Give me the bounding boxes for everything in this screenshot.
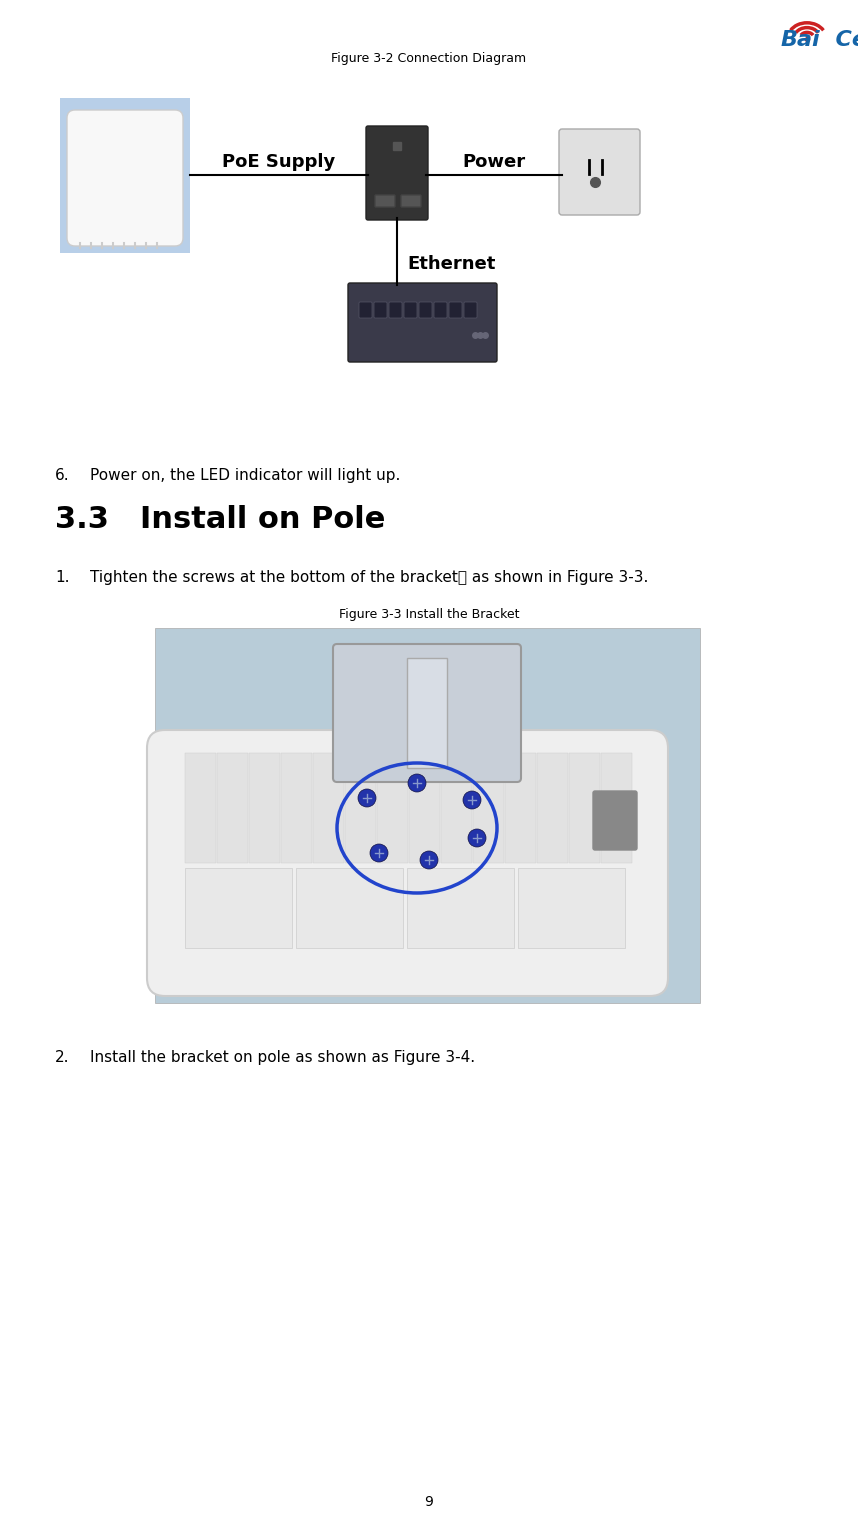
Circle shape <box>408 775 426 791</box>
Text: Power: Power <box>462 153 526 171</box>
Bar <box>185 753 216 862</box>
FancyBboxPatch shape <box>375 195 395 207</box>
FancyBboxPatch shape <box>404 303 417 318</box>
FancyBboxPatch shape <box>401 195 421 207</box>
FancyBboxPatch shape <box>348 283 497 362</box>
FancyBboxPatch shape <box>147 729 668 996</box>
Bar <box>313 753 344 862</box>
Bar <box>249 753 280 862</box>
FancyBboxPatch shape <box>374 303 387 318</box>
Bar <box>569 753 600 862</box>
FancyBboxPatch shape <box>359 303 372 318</box>
Text: PoE Supply: PoE Supply <box>222 153 335 171</box>
Bar <box>441 753 472 862</box>
Text: 1.: 1. <box>55 570 69 586</box>
Text: Tighten the screws at the bottom of the bracket， as shown in Figure 3-3.: Tighten the screws at the bottom of the … <box>90 570 649 586</box>
FancyBboxPatch shape <box>366 126 428 219</box>
FancyBboxPatch shape <box>449 303 462 318</box>
Bar <box>601 753 632 862</box>
Bar <box>537 753 568 862</box>
Circle shape <box>358 788 376 806</box>
Text: Install the bracket on pole as shown as Figure 3-4.: Install the bracket on pole as shown as … <box>90 1050 475 1065</box>
Bar <box>407 658 447 769</box>
Text: Power on, the LED indicator will light up.: Power on, the LED indicator will light u… <box>90 468 401 483</box>
Bar <box>60 98 190 253</box>
Circle shape <box>468 829 486 847</box>
Text: Figure 3-3 Install the Bracket: Figure 3-3 Install the Bracket <box>339 608 519 620</box>
FancyBboxPatch shape <box>593 791 637 850</box>
Bar <box>473 753 504 862</box>
Circle shape <box>463 791 481 809</box>
Circle shape <box>420 850 438 868</box>
FancyBboxPatch shape <box>464 303 477 318</box>
Text: 6.: 6. <box>55 468 69 483</box>
Bar <box>407 868 514 949</box>
Text: Cells: Cells <box>820 30 858 50</box>
Bar <box>155 628 700 1003</box>
Bar <box>296 868 403 949</box>
Bar <box>185 868 292 949</box>
Text: 2.: 2. <box>55 1050 69 1065</box>
FancyBboxPatch shape <box>333 645 521 782</box>
Text: 9: 9 <box>425 1495 433 1508</box>
Text: Bai: Bai <box>781 30 820 50</box>
FancyBboxPatch shape <box>419 303 432 318</box>
FancyBboxPatch shape <box>389 303 402 318</box>
Bar <box>377 753 408 862</box>
Text: 3.3: 3.3 <box>55 505 109 534</box>
Bar <box>345 753 376 862</box>
FancyBboxPatch shape <box>434 303 447 318</box>
Bar <box>217 753 248 862</box>
Bar <box>281 753 312 862</box>
Bar <box>505 753 536 862</box>
FancyBboxPatch shape <box>67 110 183 247</box>
Text: Ethernet: Ethernet <box>407 256 495 272</box>
Bar <box>409 753 440 862</box>
Bar <box>518 868 625 949</box>
Text: Figure 3-2 Connection Diagram: Figure 3-2 Connection Diagram <box>331 51 527 65</box>
FancyBboxPatch shape <box>559 129 640 215</box>
Circle shape <box>370 844 388 862</box>
Text: Install on Pole: Install on Pole <box>140 505 385 534</box>
